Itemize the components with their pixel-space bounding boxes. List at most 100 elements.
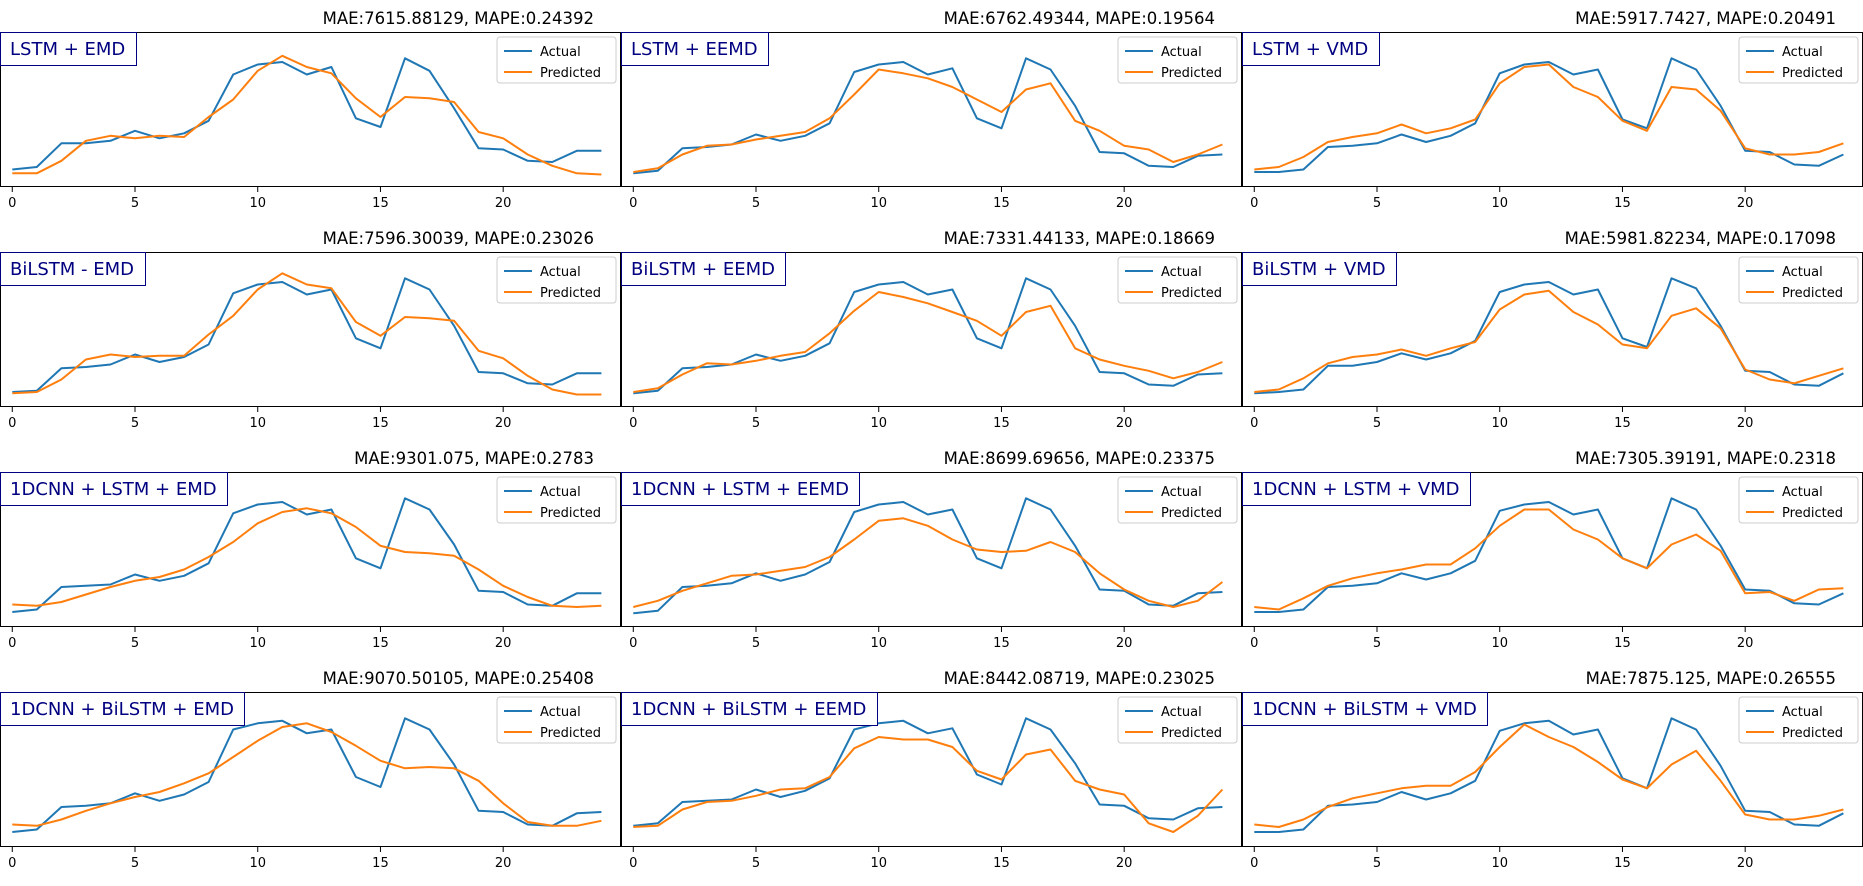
subplot: MAE:9301.075, MAPE:0.2783 0 5 10 15 20 1DCNN +… [0,449,621,651]
subplot-title: MAE:7331.44133, MAPE:0.18669 [944,229,1215,248]
x-tick-label: 15 [993,856,1010,871]
subplot: MAE:8442.08719, MAPE:0.23025 0 5 10 15 20 1DCN… [621,669,1242,871]
x-tick-label: 5 [752,856,760,871]
x-tick-label: 15 [372,636,389,651]
x-tick-label: 10 [1491,196,1508,211]
model-label-box [1242,472,1471,506]
subplot: MAE:5981.82234, MAPE:0.17098 0 5 10 15 20 BiLS… [1242,229,1863,431]
x-tick-label: 10 [1491,856,1508,871]
x-tick-label: 20 [1116,416,1133,431]
x-tick-label: 15 [372,856,389,871]
legend-actual-label: Actual [540,265,581,280]
legend-actual-label: Actual [1161,485,1202,500]
x-tick-label: 20 [495,856,512,871]
x-tick-label: 20 [1737,416,1754,431]
predicted-line [633,736,1224,833]
model-label-box [0,32,137,66]
x-tick-label: 10 [249,636,266,651]
x-tick-label: 20 [495,196,512,211]
subplot: MAE:9070.50105, MAPE:0.25408 0 5 10 15 20 1DCN… [0,669,621,871]
model-label-box [1242,32,1380,66]
actual-line [1254,497,1844,613]
x-tick-label: 20 [495,636,512,651]
legend-predicted-label: Predicted [1782,66,1843,81]
x-tick-label: 15 [372,416,389,431]
legend-actual-label: Actual [1782,485,1823,500]
legend-actual-label: Actual [1161,45,1202,60]
model-label: 1DCNN + BiLSTM + EMD [10,699,234,720]
axes-frame [0,472,621,627]
x-tick-label: 0 [1250,416,1258,431]
model-label-box [621,472,860,506]
subplot-title: MAE:7596.30039, MAPE:0.23026 [323,229,594,248]
actual-line [633,497,1223,615]
legend-actual-label: Actual [1782,45,1823,60]
model-label-box [0,252,146,286]
x-tick-label: 15 [1614,636,1631,651]
x-tick-label: 15 [1614,196,1631,211]
subplot-title: MAE:8442.08719, MAPE:0.23025 [944,669,1215,688]
x-tick-label: 0 [629,196,637,211]
x-tick-label: 20 [1737,196,1754,211]
x-tick-label: 0 [1250,856,1258,871]
x-tick-label: 5 [752,636,760,651]
x-tick-label: 15 [372,196,389,211]
x-tick-label: 20 [495,416,512,431]
predicted-line [1254,723,1844,828]
x-tick-label: 20 [1116,856,1133,871]
legend-actual-label: Actual [1161,705,1202,720]
actual-line [12,277,602,393]
subplot: MAE:8699.69656, MAPE:0.23375 0 5 10 15 20 1DCN… [621,449,1242,651]
x-tick-label: 10 [870,196,887,211]
subplot-title: MAE:5917.7427, MAPE:0.20491 [1575,9,1836,28]
x-tick-label: 0 [8,636,16,651]
legend-actual-label: Actual [1782,265,1823,280]
legend-actual-label: Actual [540,705,581,720]
model-label-box [1242,692,1488,726]
legend-actual-label: Actual [540,45,581,60]
axes-frame [0,32,621,187]
x-tick-label: 10 [1491,636,1508,651]
predicted-line [633,517,1224,608]
subplot-title: MAE:7615.88129, MAPE:0.24392 [323,9,594,28]
predicted-line [1254,289,1844,393]
axes-frame [621,472,1242,627]
legend-predicted-label: Predicted [540,506,601,521]
x-tick-label: 5 [752,196,760,211]
legend-predicted-label: Predicted [540,286,601,301]
subplot: MAE:6762.49344, MAPE:0.19564 0 5 10 15 20 LSTM… [621,9,1242,211]
model-label-box [1242,252,1397,286]
model-label: 1DCNN + LSTM + EEMD [631,479,849,500]
legend-actual-label: Actual [1782,705,1823,720]
subplot: MAE:7305.39191, MAPE:0.2318 0 5 10 15 20 1DCNN… [1242,449,1863,651]
predicted-line [1254,508,1844,611]
model-label: 1DCNN + LSTM + VMD [1252,479,1460,500]
x-tick-label: 10 [870,636,887,651]
x-tick-label: 10 [249,196,266,211]
legend-predicted-label: Predicted [1161,66,1222,81]
model-label: 1DCNN + BiLSTM + EEMD [631,699,866,720]
x-tick-label: 10 [870,416,887,431]
predicted-line [12,507,602,608]
actual-line [1254,277,1844,395]
model-label: 1DCNN + LSTM + EMD [10,479,217,500]
x-tick-label: 5 [1373,416,1381,431]
axes-frame [621,692,1242,847]
actual-line [1254,57,1844,173]
legend-actual-label: Actual [540,485,581,500]
actual-line [1254,717,1844,833]
x-tick-label: 5 [752,416,760,431]
predicted-line [633,291,1223,393]
x-tick-label: 15 [993,636,1010,651]
model-label: LSTM + EMD [10,39,125,60]
x-tick-label: 20 [1116,636,1133,651]
model-label: 1DCNN + BiLSTM + VMD [1252,699,1477,720]
subplot-title: MAE:9301.075, MAPE:0.2783 [354,449,594,468]
legend-predicted-label: Predicted [1161,506,1222,521]
legend-predicted-label: Predicted [1782,726,1843,741]
model-label: LSTM + VMD [1252,39,1368,60]
x-tick-label: 0 [629,856,637,871]
model-label: BiLSTM - EMD [10,259,134,280]
model-label: BiLSTM + VMD [1252,259,1386,280]
